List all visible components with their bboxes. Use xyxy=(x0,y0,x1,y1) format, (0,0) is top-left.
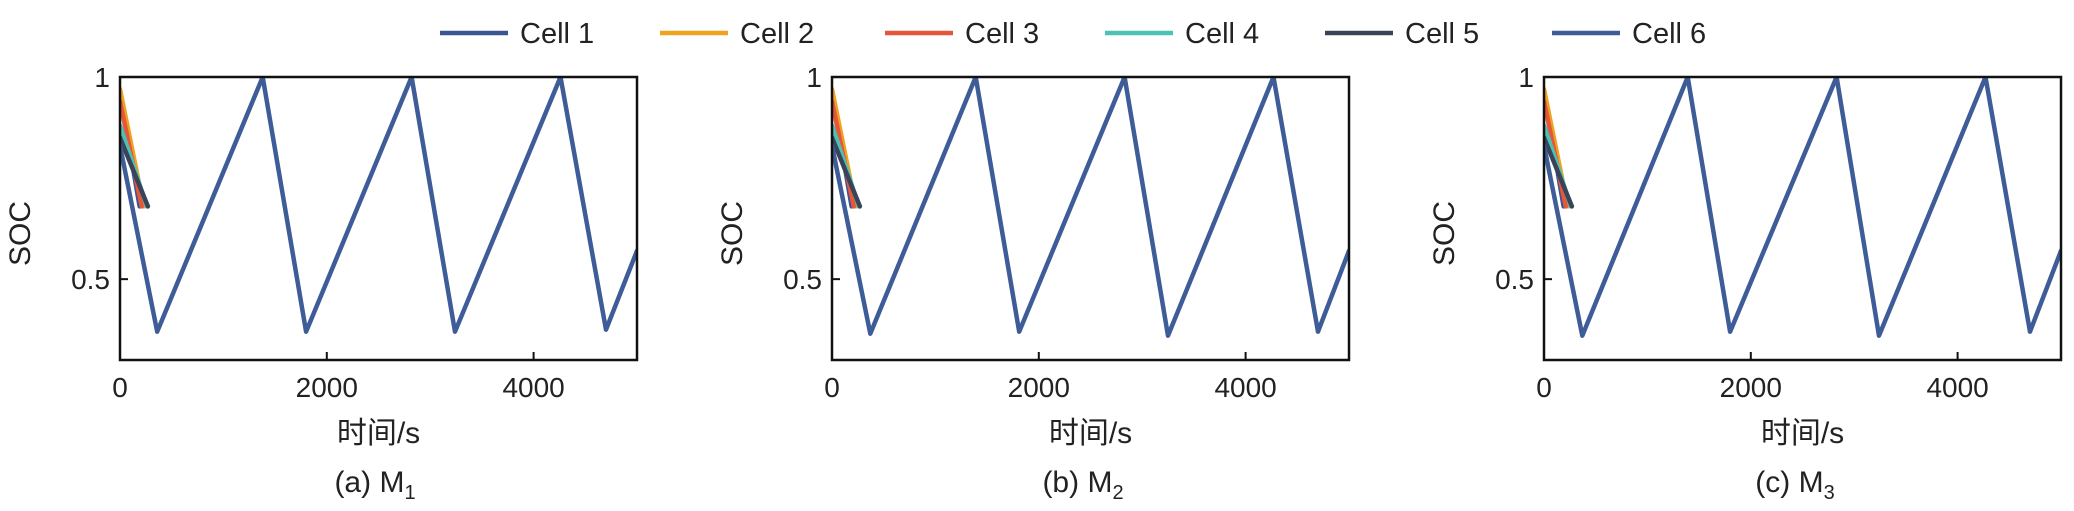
caption-subscript: 2 xyxy=(1112,482,1123,504)
series-line-cell-5 xyxy=(832,135,863,209)
x-tick-label: 0 xyxy=(112,372,128,403)
legend: Cell 1 Cell 2 Cell 3 Cell 4 Cell 5 Cell 6 xyxy=(440,18,1706,50)
panel-caption: (c) M3 xyxy=(1755,466,1834,504)
y-tick-label: 1 xyxy=(1518,62,1534,93)
legend-item-1: Cell 1 xyxy=(440,18,594,50)
x-tick-label: 4000 xyxy=(1214,372,1276,403)
caption-text: (c) M xyxy=(1755,466,1823,499)
panel-caption: (b) M2 xyxy=(1042,466,1123,504)
legend-label: Cell 5 xyxy=(1405,18,1479,50)
series-line-cell-5 xyxy=(1544,135,1575,209)
x-tick-label: 4000 xyxy=(1926,372,1988,403)
y-tick-label: 0.5 xyxy=(1495,264,1534,295)
y-axis-label: SOC xyxy=(1428,201,1461,266)
x-axis-label: 时间/s xyxy=(1049,417,1132,450)
chart-panel-3: 0 2000 4000 0.5 1 时间/s SOC (c) M3 xyxy=(1428,62,2063,504)
legend-label: Cell 6 xyxy=(1632,18,1706,50)
x-tick-label: 0 xyxy=(824,372,840,403)
legend-label: Cell 2 xyxy=(740,18,814,50)
legend-label: Cell 3 xyxy=(965,18,1039,50)
series-group xyxy=(1544,77,2061,338)
legend-label: Cell 4 xyxy=(1185,18,1259,50)
series-line-cell-6 xyxy=(120,77,637,334)
caption-text: (a) M xyxy=(334,466,404,499)
axes-frame xyxy=(1542,75,2063,362)
chart-panel-2: 0 2000 4000 0.5 1 时间/s SOC (b) M2 xyxy=(716,62,1351,504)
legend-item-3: Cell 3 xyxy=(885,18,1039,50)
legend-item-5: Cell 5 xyxy=(1325,18,1479,50)
series-line-cell-5 xyxy=(120,135,151,209)
panel-caption: (a) M1 xyxy=(334,466,415,504)
axes-frame xyxy=(118,75,639,362)
x-tick-label: 2000 xyxy=(296,372,358,403)
y-tick-label: 0.5 xyxy=(71,264,110,295)
legend-label: Cell 1 xyxy=(520,18,594,50)
y-axis-label: SOC xyxy=(4,201,37,266)
series-line-cell-6 xyxy=(1544,77,2061,338)
x-axis-label: 时间/s xyxy=(337,417,420,450)
axes-frame xyxy=(830,75,1351,362)
series-group xyxy=(832,77,1349,338)
caption-subscript: 3 xyxy=(1824,482,1835,504)
x-tick-label: 2000 xyxy=(1008,372,1070,403)
legend-item-6: Cell 6 xyxy=(1552,18,1706,50)
x-tick-label: 0 xyxy=(1536,372,1552,403)
x-tick-label: 2000 xyxy=(1720,372,1782,403)
caption-text: (b) M xyxy=(1042,466,1112,499)
legend-item-4: Cell 4 xyxy=(1105,18,1259,50)
legend-item-2: Cell 2 xyxy=(660,18,814,50)
y-tick-label: 0.5 xyxy=(783,264,822,295)
series-line-cell-6 xyxy=(832,77,1349,338)
series-group xyxy=(120,77,637,334)
caption-subscript: 1 xyxy=(404,482,415,504)
y-tick-label: 1 xyxy=(806,62,822,93)
y-tick-label: 1 xyxy=(94,62,110,93)
x-tick-label: 4000 xyxy=(502,372,564,403)
y-axis-label: SOC xyxy=(716,201,749,266)
x-axis-label: 时间/s xyxy=(1761,417,1844,450)
